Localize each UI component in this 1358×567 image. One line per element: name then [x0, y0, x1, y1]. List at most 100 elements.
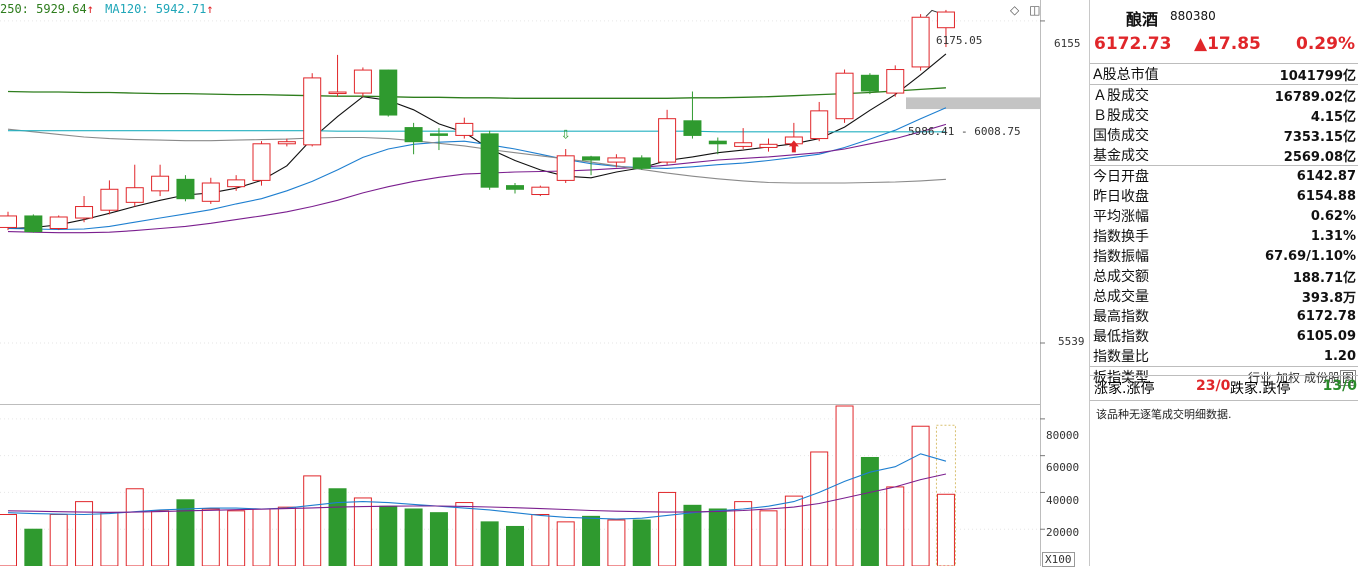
ma-line	[7, 128, 946, 184]
board-type-industry[interactable]: 行业	[1247, 370, 1272, 385]
volume-bar	[252, 508, 271, 566]
candle-body	[379, 69, 398, 116]
volume-bar	[835, 405, 854, 566]
volume-bar	[429, 512, 448, 566]
volume-ma-line	[7, 453, 947, 520]
candle-body	[886, 69, 905, 94]
stat-row: Ａ股成交 16789.02亿	[1090, 84, 1358, 105]
volume-bar	[125, 488, 144, 566]
volume-tick-label: 20000	[1046, 526, 1080, 539]
candle-body	[75, 206, 94, 219]
volume-bar	[100, 512, 119, 566]
candle-body	[24, 215, 43, 233]
sector-title: 酿酒	[1126, 10, 1159, 29]
high-annotation: 6175.05	[936, 34, 983, 47]
updown-row: 涨家.涨停 23/0 跌家.跌停 13/0	[1090, 375, 1358, 398]
candle-body	[125, 187, 144, 203]
volume-bar	[683, 504, 702, 566]
volume-bar	[201, 508, 220, 566]
volume-bar	[75, 501, 94, 566]
candle-body	[936, 11, 955, 29]
candle-body	[49, 216, 68, 229]
candle-body	[708, 140, 727, 145]
board-type-weighted[interactable]: 加权	[1275, 370, 1300, 385]
candle-body	[860, 74, 879, 92]
volume-tick-label: 80000	[1046, 429, 1080, 442]
volume-bar	[506, 525, 524, 566]
buy-signal-icon: ⇩	[561, 128, 571, 142]
volume-bar	[151, 510, 170, 566]
candle-body	[151, 175, 170, 192]
candle-body	[607, 157, 626, 163]
volume-unit-label: X100	[1042, 552, 1075, 567]
window-icon[interactable]: ◫	[1029, 3, 1041, 17]
stat-row: 国债成交 7353.15亿	[1093, 128, 1356, 145]
stat-row: 总成交额 188.71亿	[1093, 269, 1356, 286]
diamond-icon[interactable]: ◇	[1010, 3, 1020, 17]
candle-body	[835, 72, 854, 120]
volume-bar	[0, 514, 17, 566]
down-count-label: 跌家.跌停	[1230, 381, 1291, 397]
kline-chart[interactable]: ⇩	[0, 0, 1089, 566]
volume-bar	[480, 521, 499, 566]
volume-bar	[759, 510, 778, 566]
stat-row: 总成交量 393.8万	[1093, 289, 1356, 306]
candle-body	[759, 143, 778, 148]
volume-bar	[404, 508, 423, 566]
stat-row: 基金成交 2569.08亿	[1093, 148, 1356, 165]
volume-bar	[277, 506, 296, 566]
candle-body	[429, 133, 448, 136]
volume-tick-label: 60000	[1046, 461, 1080, 474]
board-type-constituents[interactable]: 成份股	[1303, 370, 1340, 385]
up-count-value: 23/0	[1196, 378, 1231, 394]
candle-body	[734, 142, 753, 147]
ma-line	[7, 107, 947, 231]
volume-bar	[353, 497, 372, 566]
candle-body	[531, 186, 550, 196]
candle-body	[582, 156, 601, 161]
ma-line	[7, 53, 947, 230]
candle-body	[227, 179, 246, 188]
volume-bar	[607, 519, 626, 566]
stat-row: A股总市值 1041799亿	[1090, 63, 1358, 85]
board-type-chart[interactable]: 图	[1339, 369, 1356, 386]
up-count-label: 涨家.涨停	[1094, 381, 1155, 397]
stats-table: A股总市值 1041799亿 Ａ股成交 16789.02亿 Ｂ股成交 4.15亿 国债…	[1090, 63, 1358, 387]
volume-bar	[379, 505, 398, 566]
up-arrow-icon	[788, 140, 799, 153]
quote-panel: 酿酒 880380 6172.73 ▲17.85 0.29% A股总市值 1041…	[1089, 0, 1358, 566]
stat-row: 平均涨幅 0.62%	[1093, 208, 1356, 226]
price-change-pct: 0.29%	[1296, 34, 1355, 54]
volume-bar	[227, 510, 246, 566]
price-change: ▲17.85	[1194, 34, 1261, 54]
panel-divider	[1090, 400, 1358, 401]
candle-body	[277, 141, 296, 145]
stat-row: 指数换手 1.31%	[1093, 228, 1356, 246]
volume-bar	[860, 456, 879, 566]
stat-row: 指数振幅 67.69/1.10%	[1093, 248, 1356, 266]
price-tick-label: 6155	[1054, 37, 1081, 50]
volume-bar	[658, 491, 677, 566]
candle-body	[683, 120, 702, 136]
ma120-arrow: ↑	[206, 2, 214, 16]
stat-row: 最高指数 6172.78	[1093, 308, 1356, 326]
ma-line	[7, 123, 947, 234]
volume-bar	[303, 475, 322, 566]
candle-body	[0, 215, 17, 228]
down-count-value: 13/0	[1322, 378, 1357, 394]
volume-bar	[810, 451, 829, 566]
candle-body	[201, 182, 220, 202]
sector-code: 880380	[1170, 9, 1216, 23]
zone-annotation: 5986.41 - 6008.75	[908, 125, 1021, 138]
volume-tick-label: 40000	[1046, 494, 1080, 507]
ma250-label: 250: 5929.64	[0, 2, 87, 16]
chart-area[interactable]: ⇩ 250: 5929.64↑ MA120: 5942.71↑ ◇ ◫ 6155…	[0, 0, 1089, 567]
candle-body	[810, 110, 829, 140]
volume-bar	[734, 501, 753, 566]
volume-bar	[49, 514, 68, 566]
candle-body	[353, 69, 372, 94]
candle-body	[480, 133, 499, 188]
candle-body	[328, 91, 347, 95]
stat-row: 最低指数 6105.09	[1093, 328, 1356, 346]
volume-bar	[632, 519, 651, 566]
